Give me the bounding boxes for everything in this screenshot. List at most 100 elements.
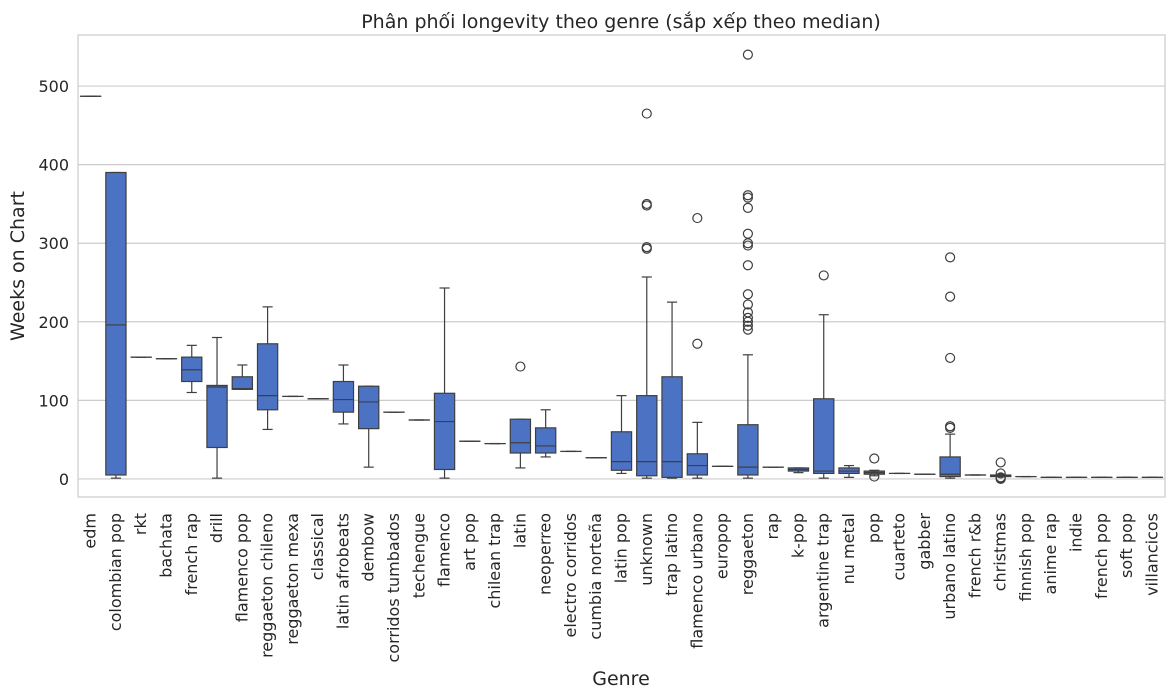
x-tick-label: nu metal xyxy=(839,513,858,584)
x-tick-label: rkt xyxy=(131,513,150,535)
x-tick-label: french rap xyxy=(182,513,201,595)
x-tick-label: art pop xyxy=(460,513,479,571)
outlier-point xyxy=(641,242,652,253)
box xyxy=(636,395,658,477)
box xyxy=(813,398,835,475)
outlier-point xyxy=(742,312,753,323)
x-tick-label: flamenco urbano xyxy=(687,513,706,649)
box xyxy=(610,431,633,471)
x-tick-label: reggaeton xyxy=(738,513,757,595)
y-tick-labels: 0 100 200 300 400 500 xyxy=(38,77,69,489)
outlier-point xyxy=(742,260,753,271)
y-axis-label: Weeks on Chart xyxy=(7,191,29,341)
outlier-point xyxy=(742,190,753,201)
x-tick-label: pop xyxy=(864,513,883,543)
outlier-point xyxy=(945,252,956,263)
box-group xyxy=(787,467,810,474)
outlier-point xyxy=(995,472,1006,483)
box-group xyxy=(206,336,228,479)
plot-frame xyxy=(77,34,1166,498)
box-group xyxy=(939,252,961,479)
outlier-point xyxy=(995,457,1006,468)
x-tick-label: anime rap xyxy=(1041,513,1060,594)
outlier-point xyxy=(692,338,703,349)
outlier-point xyxy=(692,212,703,224)
box-group xyxy=(332,364,355,425)
chart-title: Phân phối longevity theo genre (sắp xếp … xyxy=(361,10,881,33)
y-tick-label: 400 xyxy=(38,156,69,175)
x-tick-label: classical xyxy=(308,513,327,580)
x-tick-label: urbano latino xyxy=(940,513,959,620)
y-tick-label: 500 xyxy=(38,77,69,96)
box xyxy=(206,384,228,449)
x-tick-label: latin pop xyxy=(612,513,631,583)
outlier-point xyxy=(742,289,753,300)
outlier-point xyxy=(742,324,753,335)
box-group xyxy=(105,171,127,479)
x-tick-label: electro corridos xyxy=(561,513,580,638)
box-group xyxy=(357,385,380,468)
box-group xyxy=(863,453,886,482)
box xyxy=(256,343,279,411)
outlier-point xyxy=(945,352,956,364)
x-tick-label: drill xyxy=(207,513,226,543)
x-tick-label: reggaeton chileno xyxy=(258,513,277,658)
outlier-point xyxy=(995,468,1006,479)
box xyxy=(939,456,961,478)
x-tick-label: argentine trap xyxy=(814,513,833,628)
box xyxy=(661,376,683,478)
box-group xyxy=(181,344,203,394)
x-tick-label: flamenco xyxy=(435,513,454,587)
y-tick-label: 0 xyxy=(59,470,69,489)
x-tick-label: latin xyxy=(510,513,529,548)
box xyxy=(509,418,532,454)
box-group xyxy=(661,301,683,479)
outlier-point xyxy=(641,108,652,119)
x-tick-label: soft pop xyxy=(1117,513,1136,578)
y-tick-label: 100 xyxy=(38,391,69,410)
outlier-point xyxy=(641,198,652,210)
outlier-point xyxy=(742,307,753,318)
outlier-point xyxy=(945,421,956,432)
x-tick-label: gabber xyxy=(915,513,934,570)
box-group xyxy=(813,270,835,479)
box xyxy=(686,453,709,476)
x-tick-label: christmas xyxy=(991,513,1010,591)
x-tick-label: rap xyxy=(763,513,782,540)
x-tick-label: europop xyxy=(713,513,732,579)
x-tick-labels: edm colombian pop rkt bachata french rap dril… xyxy=(81,513,1162,663)
outlier-point xyxy=(945,291,956,302)
box xyxy=(737,424,759,476)
x-tick-label: latin afrobeats xyxy=(333,513,352,629)
box-group xyxy=(610,395,633,475)
x-tick-label: k-pop xyxy=(788,513,807,558)
box-group xyxy=(737,49,759,479)
box-group xyxy=(231,364,254,390)
x-tick-label: colombian pop xyxy=(106,513,125,631)
box-group xyxy=(433,287,456,479)
box-group xyxy=(989,457,1012,485)
x-tick-label: finnish pop xyxy=(1016,513,1035,601)
x-tick-label: french r&b xyxy=(965,513,984,598)
box xyxy=(332,380,355,413)
x-tick-label: cuarteto xyxy=(890,513,909,581)
box xyxy=(105,171,127,476)
box-group xyxy=(256,306,279,431)
box-group xyxy=(534,409,557,458)
x-tick-label: reggaeton mexa xyxy=(283,513,302,645)
x-tick-label: dembow xyxy=(359,513,378,582)
x-tick-label: french pop xyxy=(1092,513,1111,599)
box-group xyxy=(838,464,860,478)
outlier-point xyxy=(515,361,526,372)
box-group xyxy=(636,108,658,479)
box-group xyxy=(509,361,532,469)
x-axis-label: Genre xyxy=(592,668,650,690)
outlier-point xyxy=(869,453,880,464)
outlier-point xyxy=(742,299,753,310)
y-tick-label: 300 xyxy=(38,234,69,253)
box xyxy=(357,385,380,430)
box xyxy=(534,427,557,454)
x-tick-label: trap latino xyxy=(662,513,681,596)
x-tick-label: edm xyxy=(81,513,100,549)
outlier-point xyxy=(742,49,753,60)
